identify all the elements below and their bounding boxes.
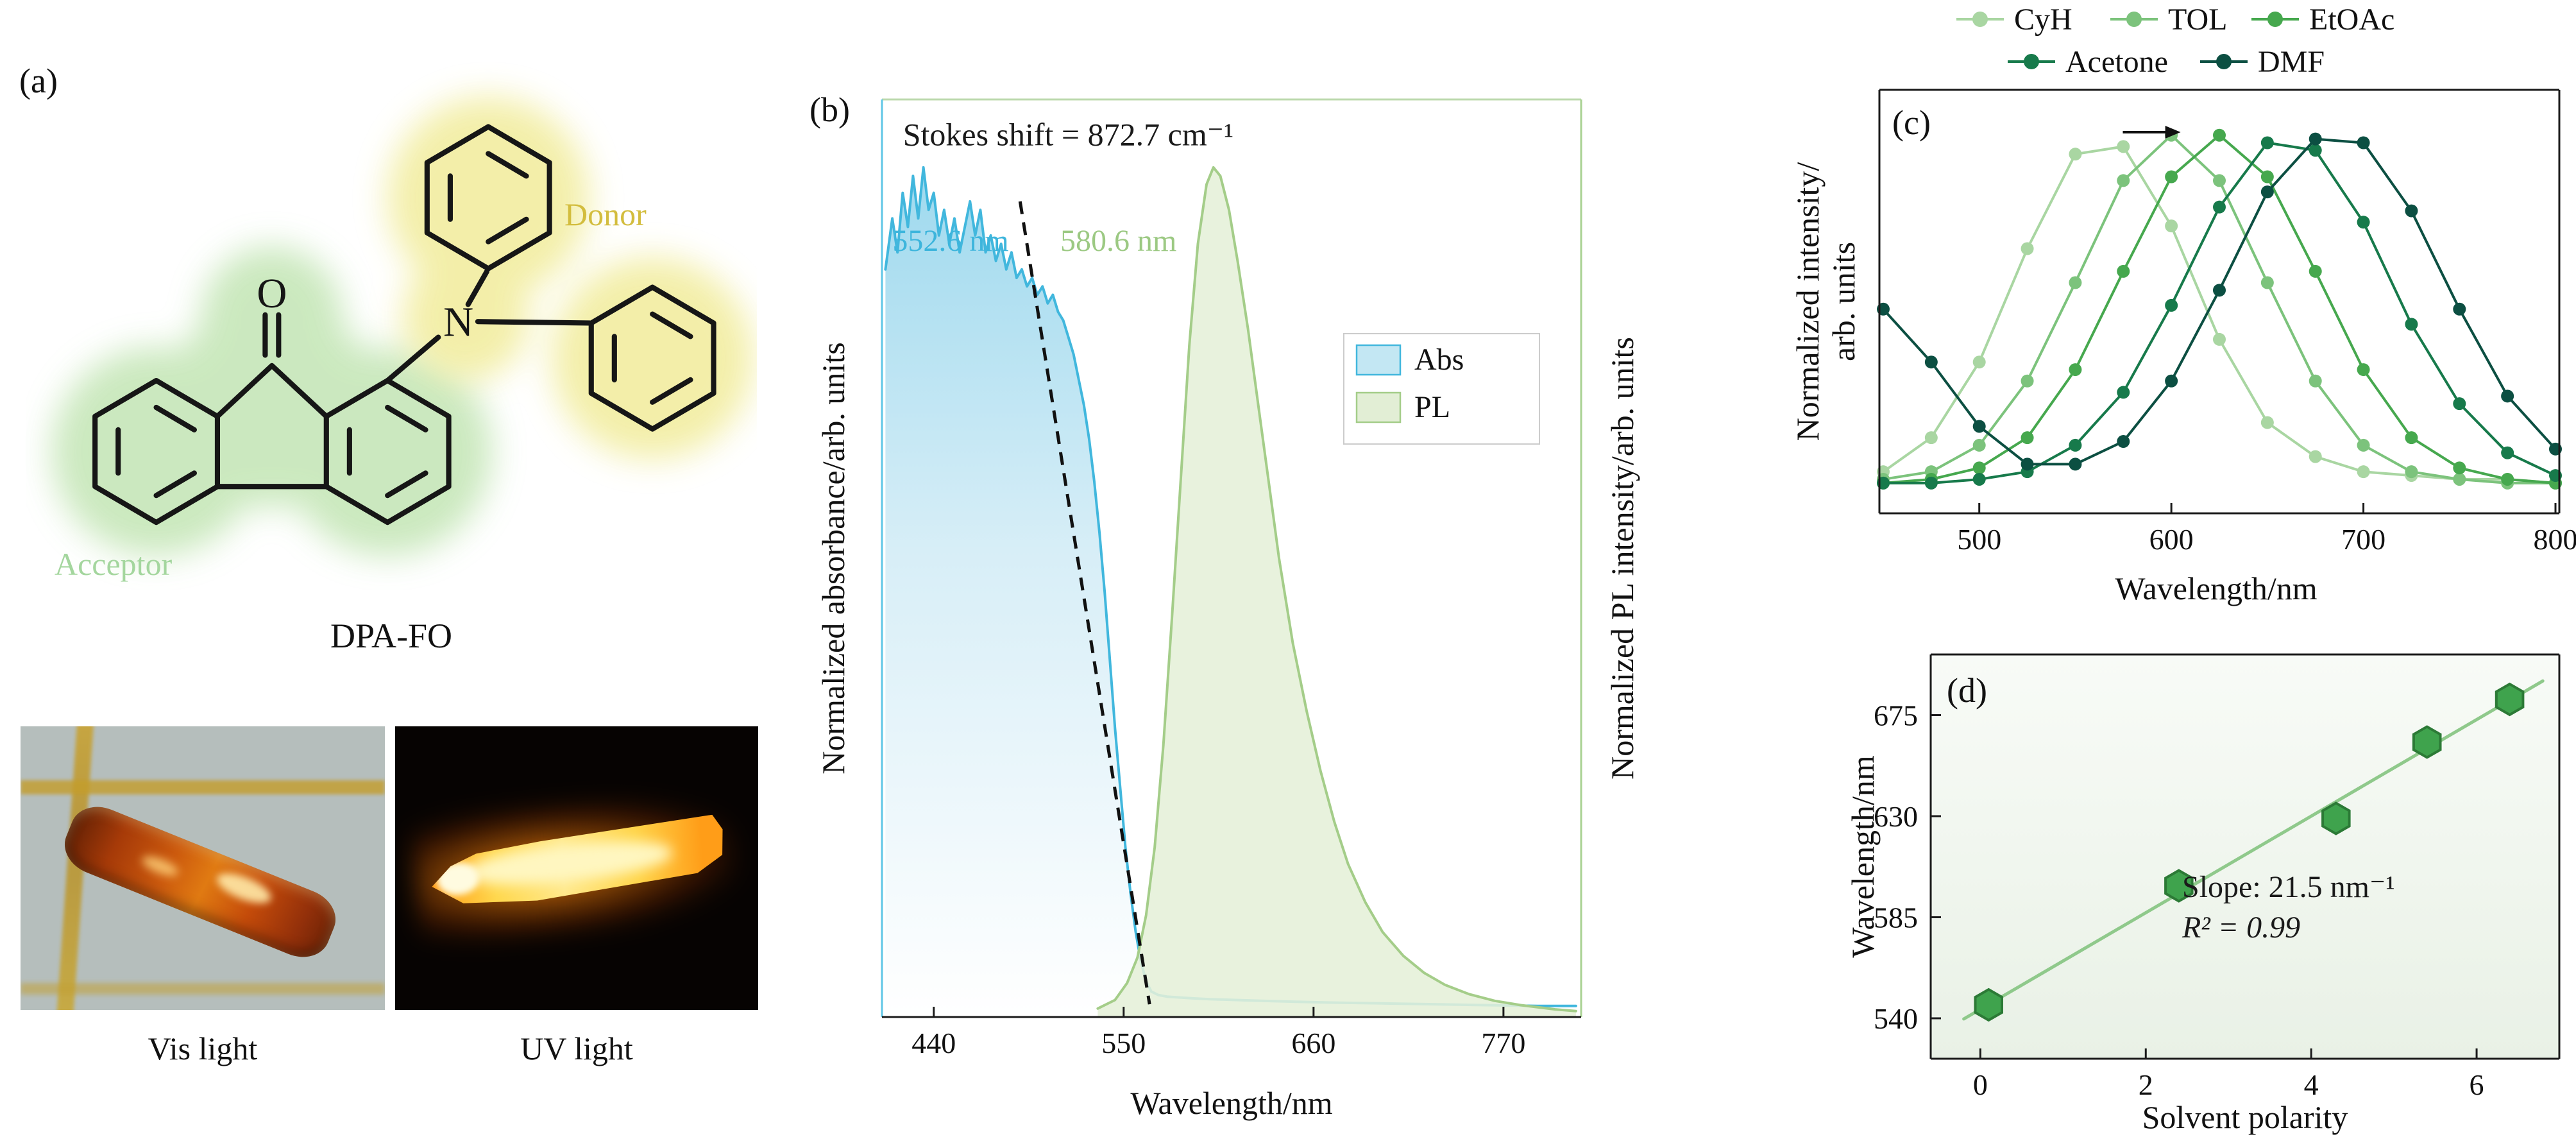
d-xaxis-label: Solvent polarity bbox=[2142, 1099, 2348, 1135]
svg-text:552.6 nm: 552.6 nm bbox=[892, 224, 1008, 258]
solvatochromism-chart: 500 600 700 800 CyH TOL EtOAc Acetone DMF bbox=[1876, 3, 2576, 556]
absorption-pl-chart: 440 550 660 770 Stokes shift = 872.7 cm⁻¹ 552… bbox=[881, 98, 1582, 1059]
uv-light-photo bbox=[395, 726, 758, 1010]
donor-highlight bbox=[387, 97, 754, 459]
bond-to-nitrogen bbox=[385, 334, 441, 384]
svg-text:585: 585 bbox=[1874, 902, 1918, 934]
panel-c-letter: (c) bbox=[1892, 103, 1931, 142]
svg-text:4: 4 bbox=[2304, 1068, 2319, 1101]
cyclopentanone-ring bbox=[214, 363, 329, 490]
c-xaxis-label: Wavelength/nm bbox=[2115, 570, 2318, 606]
vis-light-caption: Vis light bbox=[148, 1030, 258, 1066]
acceptor-label: Acceptor bbox=[55, 546, 173, 582]
panel-b-letter: (b) bbox=[809, 90, 850, 129]
c-yaxis-label-line1: Normalized intensity/ bbox=[1790, 162, 1826, 441]
bond-skeleton bbox=[92, 124, 716, 526]
svg-text:440: 440 bbox=[911, 1027, 956, 1059]
compound-name: DPA-FO bbox=[330, 617, 453, 655]
fiber-decoration bbox=[21, 983, 385, 995]
svg-text:770: 770 bbox=[1481, 1027, 1525, 1059]
donor-label: Donor bbox=[564, 196, 647, 232]
svg-text:DMF: DMF bbox=[2258, 45, 2325, 79]
fiber-decoration bbox=[21, 780, 385, 794]
panel-d-letter: (d) bbox=[1947, 671, 1987, 710]
aromatic-inner-bonds bbox=[115, 404, 197, 499]
svg-text:2: 2 bbox=[2139, 1068, 2153, 1101]
phenyl-ring bbox=[424, 124, 552, 271]
panel-a-letter: (a) bbox=[19, 62, 58, 100]
svg-text:Stokes shift = 872.7 cm⁻¹: Stokes shift = 872.7 cm⁻¹ bbox=[903, 117, 1233, 153]
svg-text:580.6 nm: 580.6 nm bbox=[1060, 224, 1176, 258]
svg-text:0: 0 bbox=[1973, 1068, 1988, 1101]
oxygen-atom-label: O bbox=[257, 271, 287, 317]
aromatic-inner-bonds bbox=[346, 404, 428, 499]
d-yaxis-label: Wavelength/nm bbox=[1845, 755, 1881, 958]
svg-text:Slope: 21.5 nm⁻¹: Slope: 21.5 nm⁻¹ bbox=[2182, 870, 2395, 904]
svg-text:EtOAc: EtOAc bbox=[2309, 3, 2394, 37]
svg-text:550: 550 bbox=[1101, 1027, 1146, 1059]
aromatic-inner-bonds bbox=[611, 311, 693, 405]
svg-text:500: 500 bbox=[1957, 523, 2001, 556]
svg-text:660: 660 bbox=[1291, 1027, 1335, 1059]
c-yaxis-label: Normalized intensity/ arb. units bbox=[1790, 77, 1861, 526]
svg-text:700: 700 bbox=[2341, 523, 2385, 556]
svg-text:PL: PL bbox=[1414, 390, 1450, 424]
svg-text:675: 675 bbox=[1874, 699, 1918, 732]
svg-text:TOL: TOL bbox=[2168, 3, 2227, 37]
b-left-yaxis-label: Normalized absorbance/arb. units bbox=[815, 342, 851, 774]
nitrogen-atom-label: N bbox=[443, 299, 473, 345]
carbonyl-double-bond bbox=[262, 312, 282, 358]
svg-text:800: 800 bbox=[2534, 523, 2576, 556]
svg-text:CyH: CyH bbox=[2014, 3, 2072, 37]
b-xaxis-label: Wavelength/nm bbox=[1130, 1085, 1333, 1121]
svg-text:R² = 0.99: R² = 0.99 bbox=[2182, 910, 2300, 945]
c-yaxis-label-line2: arb. units bbox=[1826, 241, 1861, 362]
svg-text:630: 630 bbox=[1874, 800, 1918, 833]
aromatic-inner-bonds bbox=[447, 151, 529, 244]
svg-text:540: 540 bbox=[1874, 1002, 1918, 1035]
phenyl-ring bbox=[588, 284, 716, 432]
bond-n-phenyl-top bbox=[465, 269, 489, 307]
uv-light-caption: UV light bbox=[520, 1030, 633, 1066]
svg-text:600: 600 bbox=[2149, 523, 2194, 556]
svg-text:Acetone: Acetone bbox=[2065, 45, 2168, 79]
svg-text:6: 6 bbox=[2470, 1068, 2484, 1101]
bond-n-phenyl-right bbox=[475, 319, 593, 326]
svg-text:Abs: Abs bbox=[1414, 343, 1464, 377]
crystal-vis-light bbox=[56, 798, 344, 966]
b-right-yaxis-label: Normalized PL intensity/arb. units bbox=[1604, 337, 1640, 780]
vis-light-photo bbox=[21, 726, 385, 1010]
polarity-fit-chart: 0 2 4 6 540 585 630 675 Slope: 21.5 nm⁻¹ R² = 0.9… bbox=[1874, 653, 2561, 1101]
molecule-structure: O N bbox=[51, 97, 754, 556]
